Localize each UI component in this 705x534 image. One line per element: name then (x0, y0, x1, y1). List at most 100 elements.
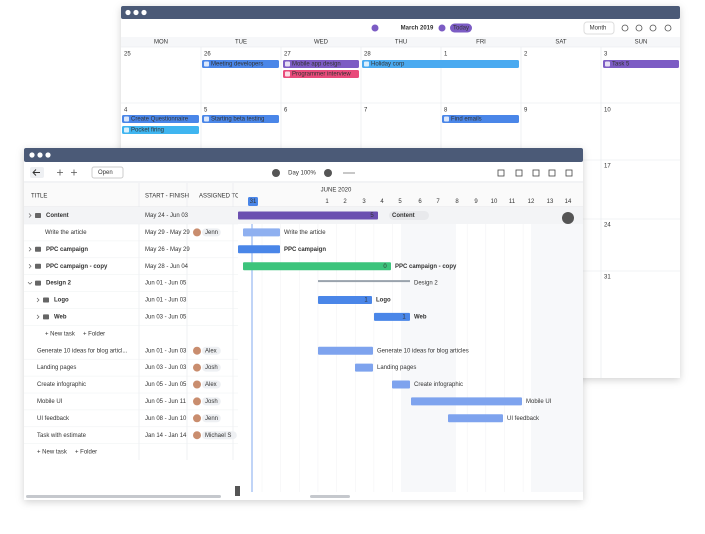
expand-chevron[interactable] (28, 213, 32, 218)
task-title: Web (54, 314, 67, 320)
task-dates: Jun 03 - Jun 05 (145, 314, 187, 320)
new-task-link[interactable]: + New task (37, 450, 68, 456)
toolbar-icon[interactable] (649, 24, 657, 32)
bar-label: Content (392, 213, 415, 219)
task-dates: Jun 05 - Jun 11 (145, 399, 187, 405)
new-folder-link[interactable]: + Folder (75, 450, 97, 456)
gantt-bar[interactable] (318, 346, 373, 355)
day-label: 14 (565, 199, 572, 205)
toolbar-icon[interactable] (621, 24, 629, 32)
timeline-header (238, 183, 583, 207)
new-folder-link[interactable]: + Folder (83, 331, 105, 337)
task-dates: May 26 - May 29 (145, 247, 190, 253)
day-label: 31 (250, 199, 257, 205)
date-number: 10 (604, 108, 611, 114)
task-title: Content (46, 213, 69, 219)
collapse-icon[interactable] (71, 169, 77, 176)
new-task-link[interactable]: + New task (45, 331, 76, 337)
gantt-bar[interactable] (238, 245, 280, 254)
gantt-bar[interactable] (411, 397, 522, 406)
gantt-bar[interactable] (392, 380, 410, 389)
gantt-bar[interactable] (243, 228, 280, 237)
event-label: Find emails (451, 117, 482, 123)
expand-chevron[interactable] (36, 297, 40, 303)
calendar-event[interactable] (362, 60, 519, 68)
calendar-event[interactable] (603, 60, 679, 68)
calendar-event[interactable] (202, 60, 279, 68)
task-title: Create infographic (37, 382, 86, 388)
day-label: 9 (474, 199, 478, 205)
avatar (193, 380, 201, 389)
calendar-event[interactable] (283, 60, 359, 68)
today-button[interactable] (450, 23, 472, 33)
view-select[interactable] (583, 21, 615, 35)
day-label: 2 (343, 199, 347, 205)
toolbar-icon[interactable] (635, 24, 643, 32)
gantt-bar[interactable] (374, 312, 410, 321)
calendar-event[interactable] (122, 115, 199, 123)
weekend-shade (531, 207, 583, 492)
zoom-label: Day 100% (288, 171, 316, 177)
prev-month[interactable] (371, 24, 379, 32)
calendar-event[interactable] (122, 126, 199, 134)
task-title: PPC campaign (46, 247, 88, 253)
weekday: THU (395, 40, 407, 46)
task-dates: Jun 05 - Jun 05 (145, 382, 187, 388)
expand-chevron[interactable] (28, 263, 32, 269)
gantt-bar[interactable] (238, 211, 378, 220)
h-scrollbar (26, 495, 221, 498)
folder-icon (35, 213, 41, 218)
toolbar-icon[interactable] (515, 169, 523, 177)
toolbar-icon[interactable] (497, 169, 505, 177)
date-number: 28 (364, 52, 371, 58)
timeline-month: JUNE 2020 (321, 188, 352, 194)
bar-label: Design 2 (414, 281, 438, 287)
calendar-event[interactable] (283, 70, 359, 78)
calendar-titlebar (121, 6, 680, 19)
view-dropdown[interactable] (91, 166, 124, 179)
expand-chevron[interactable] (28, 247, 32, 252)
day-label: 8 (455, 199, 459, 205)
bar-label: Generate 10 ideas for blog articles (377, 348, 469, 354)
day-label: 4 (380, 199, 384, 205)
day-label: 7 (436, 199, 440, 205)
date-number: 17 (604, 164, 611, 170)
back-arrow (32, 169, 40, 176)
assignee-name: Josh (205, 365, 218, 371)
gantt-bar[interactable] (355, 363, 373, 372)
weekday: FRI (476, 40, 486, 46)
date-number: 26 (204, 52, 211, 58)
task-title: Task with estimate (37, 433, 87, 439)
event-icon (124, 116, 129, 122)
assignee-name: Jenn (205, 416, 218, 422)
toolbar-icon[interactable] (664, 24, 672, 32)
h-scrollbar (310, 495, 350, 498)
gantt-bar[interactable] (448, 414, 503, 423)
date-number: 25 (124, 52, 131, 58)
collapse-icon[interactable] (57, 169, 63, 176)
expand-chevron[interactable] (27, 281, 33, 285)
calendar-event[interactable] (202, 115, 279, 123)
event-icon (204, 61, 209, 67)
task-dates: May 28 - Jun 04 (145, 264, 189, 270)
column-header: TITLE (31, 194, 47, 200)
gantt-bar[interactable] (243, 262, 391, 271)
today-marker (248, 197, 258, 206)
folder-icon (35, 246, 41, 252)
zoom-in[interactable] (324, 169, 332, 177)
expand-chevron[interactable] (36, 314, 40, 320)
next-month[interactable] (438, 24, 446, 32)
bar-label: Mobile UI (526, 399, 552, 405)
toolbar-icon[interactable] (532, 169, 540, 177)
avatar (193, 414, 201, 423)
toolbar-icon[interactable] (548, 169, 556, 177)
event-icon (444, 116, 449, 122)
zoom-out[interactable] (272, 169, 280, 177)
refresh-button[interactable] (562, 212, 574, 224)
folder-icon (35, 263, 41, 269)
gantt-bar[interactable] (318, 296, 372, 304)
toolbar-icon[interactable] (565, 169, 573, 177)
calendar-event[interactable] (442, 115, 519, 123)
